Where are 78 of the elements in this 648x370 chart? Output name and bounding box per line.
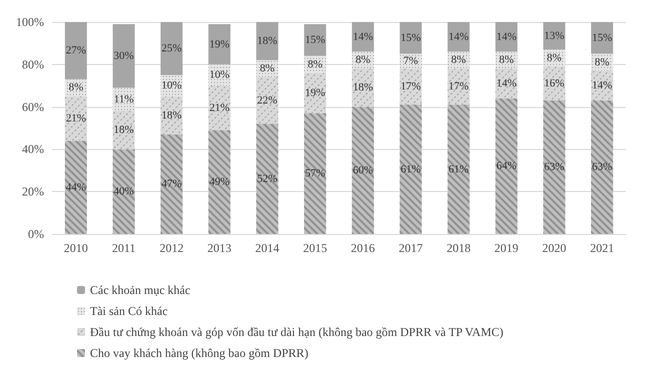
- y-tick-label: 0%: [28, 227, 44, 241]
- data-label: 8%: [308, 58, 322, 70]
- data-label: 64%: [496, 160, 517, 172]
- data-label: 18%: [352, 82, 374, 94]
- data-label: 63%: [544, 161, 564, 174]
- data-label: 17%: [448, 80, 469, 93]
- data-label: 8%: [546, 52, 562, 64]
- data-label: 61%: [448, 163, 469, 176]
- y-tick-label: 100%: [16, 15, 44, 29]
- bar: [400, 22, 422, 54]
- x-tick-label: 2018: [446, 241, 471, 255]
- legend-label: Cho vay khách hàng (không bao gồm DPRR): [90, 346, 308, 360]
- data-label: 17%: [400, 80, 421, 93]
- x-tick-label: 2017: [398, 241, 423, 255]
- data-label: 61%: [400, 163, 421, 176]
- x-tick-label: 2020: [542, 241, 566, 255]
- y-tick-label: 20%: [22, 184, 44, 199]
- bar: [64, 22, 87, 80]
- data-label: 7%: [403, 55, 418, 68]
- data-label: 15%: [592, 32, 612, 44]
- x-tick-label: 2021: [590, 241, 614, 255]
- data-label: 8%: [594, 56, 610, 68]
- data-label: 19%: [209, 38, 230, 50]
- data-label: 10%: [161, 80, 182, 92]
- x-tick-label: 2012: [160, 241, 184, 255]
- data-label: 16%: [544, 77, 564, 90]
- x-tick-label: 2011: [112, 241, 136, 255]
- legend-label: Tài sản Có khác: [90, 304, 168, 318]
- data-label: 47%: [161, 178, 182, 190]
- data-label: 57%: [304, 168, 326, 180]
- data-label: 21%: [66, 112, 86, 124]
- x-tick-label: 2015: [303, 241, 328, 255]
- data-label: 25%: [161, 42, 182, 54]
- data-label: 49%: [209, 176, 230, 188]
- bar: [160, 22, 183, 75]
- data-label: 14%: [448, 30, 469, 43]
- legend-label: Đầu tư chứng khoán và góp vốn đầu tư dài hạn (không bao gồm DPRR và TP VAMC): [90, 325, 504, 339]
- x-tick-label: 2019: [494, 241, 518, 255]
- legend-label: Các khoản mục khác: [90, 283, 190, 297]
- bar: [256, 22, 278, 60]
- data-label: 8%: [499, 54, 514, 66]
- data-label: 44%: [66, 181, 86, 194]
- y-tick-label: 80%: [22, 57, 44, 72]
- data-label: 15%: [304, 34, 326, 46]
- x-tick-label: 2016: [350, 241, 375, 255]
- data-label: 60%: [352, 164, 374, 176]
- data-label: 8%: [451, 54, 466, 66]
- bar: [112, 24, 135, 88]
- data-label: 40%: [114, 186, 134, 198]
- data-label: 22%: [257, 94, 278, 106]
- data-label: 19%: [304, 87, 326, 100]
- data-label: 14%: [496, 30, 517, 43]
- data-label: 18%: [114, 124, 134, 136]
- data-label: 14%: [592, 80, 612, 92]
- data-label: 52%: [257, 172, 278, 185]
- bar: [208, 24, 230, 64]
- data-label: 10%: [209, 69, 230, 81]
- data-label: 8%: [356, 54, 370, 66]
- data-label: 8%: [260, 62, 275, 75]
- data-label: 18%: [257, 35, 278, 48]
- data-label: 21%: [209, 102, 230, 114]
- x-tick-label: 2013: [207, 241, 232, 255]
- data-label: 27%: [66, 44, 86, 57]
- x-tick-label: 2010: [64, 241, 88, 255]
- data-label: 30%: [114, 50, 134, 62]
- data-label: 18%: [161, 109, 182, 122]
- data-label: 8%: [68, 82, 84, 94]
- data-label: 14%: [496, 77, 517, 90]
- data-label: 14%: [352, 30, 374, 43]
- y-tick-label: 60%: [22, 100, 44, 114]
- y-tick-label: 40%: [22, 142, 44, 156]
- bar: [304, 24, 326, 56]
- data-label: 11%: [114, 93, 134, 106]
- bar: [591, 22, 614, 54]
- data-label: 13%: [544, 30, 564, 42]
- data-label: 15%: [400, 32, 421, 44]
- x-tick-label: 2014: [255, 241, 280, 255]
- data-label: 63%: [592, 161, 612, 174]
